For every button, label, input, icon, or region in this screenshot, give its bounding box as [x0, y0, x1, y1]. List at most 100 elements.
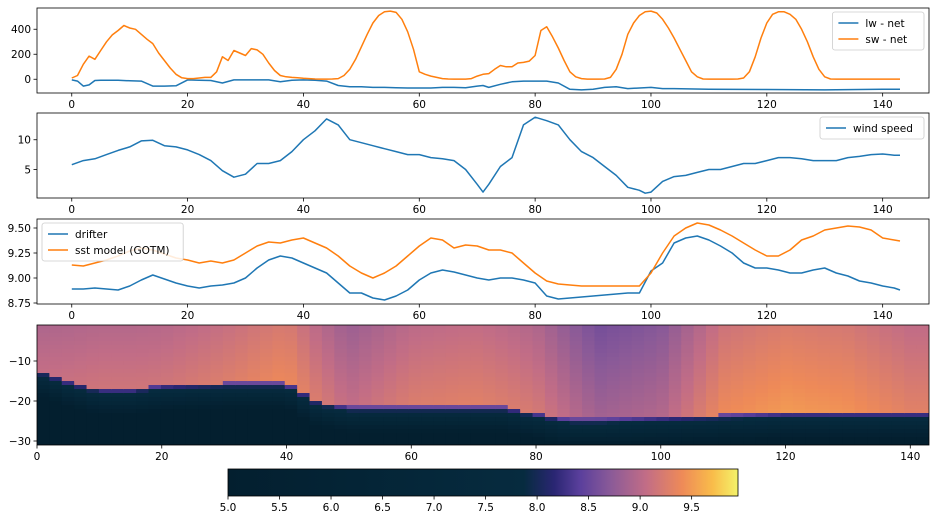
heatmap-cell [359, 341, 373, 346]
heatmap-cell [780, 389, 794, 394]
heatmap-cell [359, 333, 373, 338]
heatmap-cell [173, 365, 187, 370]
heatmap-cell [123, 393, 137, 398]
heatmap-cell [916, 397, 929, 402]
heatmap-cell [743, 353, 757, 358]
heatmap-cell [321, 433, 335, 438]
heatmap-cell [606, 405, 620, 410]
heatmap-cell [569, 337, 583, 342]
heatmap-cell [594, 381, 608, 386]
heatmap-cell [854, 425, 868, 430]
heatmap-cell [904, 405, 918, 410]
heatmap-cell [743, 325, 757, 330]
heatmap-cell [235, 425, 249, 430]
heatmap-cell [235, 385, 249, 390]
heatmap-cell [458, 409, 472, 414]
heatmap-cell [433, 381, 447, 386]
heatmap-cell [668, 385, 682, 390]
heatmap-cell [854, 429, 868, 434]
heatmap-cell [706, 393, 719, 398]
heatmap-cell [222, 341, 236, 346]
heatmap-cell [210, 385, 224, 390]
heatmap-cell [359, 369, 373, 374]
heatmap-cell [557, 437, 571, 442]
heatmap-cell [210, 381, 224, 386]
heatmap-cell [346, 329, 360, 334]
heatmap-cell [544, 381, 558, 386]
heatmap-cell [445, 369, 459, 374]
heatmap-cell [396, 357, 410, 362]
heatmap-cell [867, 429, 881, 434]
heatmap-cell [780, 425, 794, 430]
heatmap-cell [334, 329, 348, 334]
heatmap-cell [185, 345, 199, 350]
heatmap-cell [743, 409, 757, 414]
heatmap-cell [458, 389, 472, 394]
heatmap-cell [755, 389, 769, 394]
heatmap-cell [743, 369, 757, 374]
heatmap-cell [507, 381, 521, 386]
heatmap-cell [644, 337, 658, 342]
heatmap-cell [235, 393, 249, 398]
heatmap-cell [631, 397, 645, 402]
heatmap-cell [495, 405, 509, 410]
heatmap-cell [891, 429, 905, 434]
heatmap-cell [433, 353, 447, 358]
heatmap-cell [297, 397, 311, 402]
heatmap-cell [272, 341, 286, 346]
heatmap-cell [854, 409, 868, 414]
heatmap-cell [730, 369, 744, 374]
heatmap-cell [111, 341, 125, 346]
heatmap-cell [458, 381, 472, 386]
heatmap-cell [582, 377, 596, 382]
heatmap-cell [272, 405, 286, 410]
heatmap-cell [49, 381, 63, 386]
heatmap-cell [544, 373, 558, 378]
heatmap-cell [433, 361, 447, 366]
heatmap-cell [743, 329, 757, 334]
heatmap-cell [359, 397, 373, 402]
heatmap-cell [495, 397, 509, 402]
heatmap-cell [297, 377, 311, 382]
heatmap-cell [916, 441, 929, 445]
heatmap-cell [706, 425, 719, 430]
heatmap-cell [891, 389, 905, 394]
heatmap-cell [371, 377, 385, 382]
heatmap-cell [854, 365, 868, 370]
heatmap-cell [755, 401, 769, 406]
heatmap-cell [805, 429, 819, 434]
heatmap-cell [346, 325, 360, 330]
heatmap-cell [408, 433, 422, 438]
heatmap-cell [210, 405, 224, 410]
heatmap-cell [74, 373, 88, 378]
heatmap-cell [606, 421, 620, 426]
heatmap-cell [495, 433, 509, 438]
heatmap-cell [644, 441, 658, 445]
heatmap-cell [61, 413, 75, 418]
heatmap-cell [904, 393, 918, 398]
heatmap-cell [544, 325, 558, 330]
heatmap-cell [730, 433, 744, 438]
heatmap-cell [185, 421, 199, 426]
heatmap-cell [198, 345, 212, 350]
heatmap-cell [309, 337, 323, 342]
heatmap-cell [433, 345, 447, 350]
heatmap-cell [495, 425, 509, 430]
heatmap-cell [247, 385, 261, 390]
heatmap-cell [173, 337, 187, 342]
heatmap-cell [49, 405, 63, 410]
heatmap-cell [383, 337, 397, 342]
heatmap-cell [867, 357, 881, 362]
heatmap-cell [495, 441, 509, 445]
heatmap-cell [346, 345, 360, 350]
heatmap-cell [619, 437, 633, 442]
heatmap-cell [557, 361, 571, 366]
heatmap-cell [668, 325, 682, 330]
heatmap-cell [98, 389, 112, 394]
x-tick-label: 80 [529, 451, 542, 463]
heatmap-cell [173, 373, 187, 378]
heatmap-cell [619, 425, 633, 430]
heatmap-cell [767, 441, 781, 445]
heatmap-cell [668, 437, 682, 442]
heatmap-cell [644, 425, 658, 430]
